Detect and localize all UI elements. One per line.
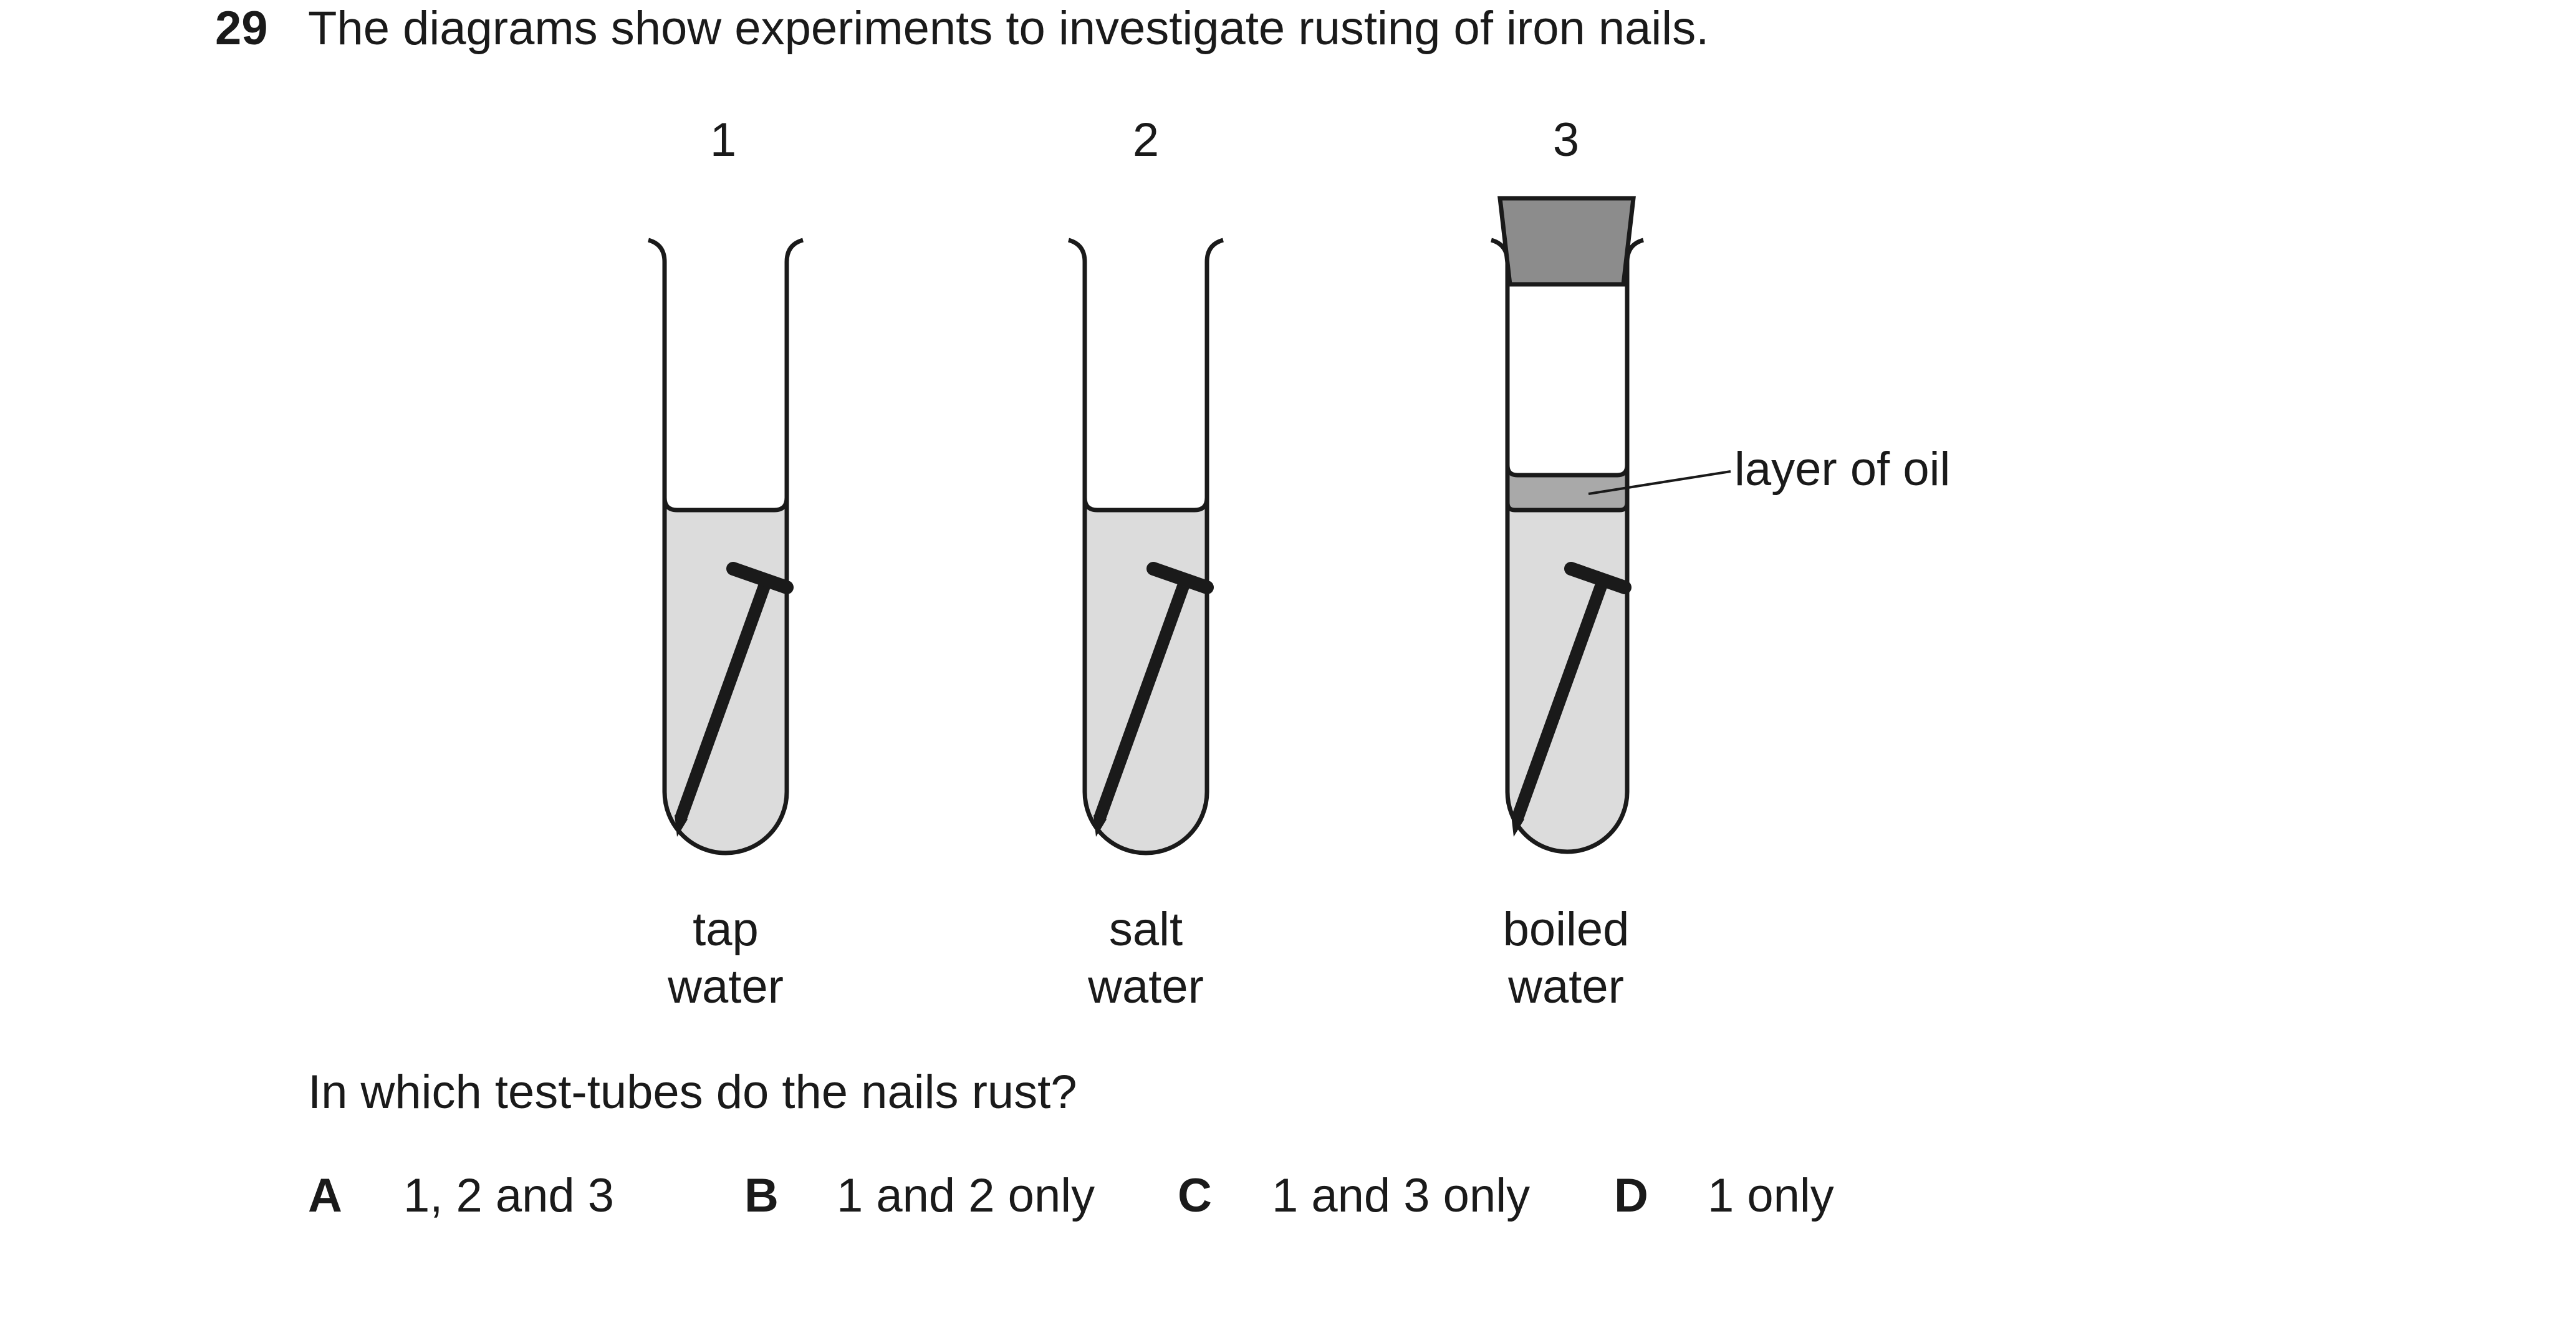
iron-nail-2	[1093, 562, 1214, 837]
test-tube-3: 3 layer of oil boiled water	[1490, 113, 1950, 1013]
rusting-experiment-diagram: 1 tap water 2 salt water 3	[647, 113, 1950, 1013]
iron-nail-1	[675, 562, 794, 837]
tube-number-3: 3	[1553, 113, 1579, 166]
tube-2-label-line2: water	[1087, 960, 1204, 1013]
tube-1-label-line2: water	[667, 960, 784, 1013]
question-number: 29	[215, 2, 268, 55]
option-d-letter: D	[1614, 1169, 1648, 1222]
oil-layer-label: layer of oil	[1734, 443, 1950, 496]
question-stem: The diagrams show experiments to investi…	[308, 2, 1709, 55]
test-tube-2: 2 salt water	[1067, 113, 1224, 1013]
tube-2-label-line1: salt	[1109, 903, 1183, 956]
tube-1-label-line1: tap	[693, 903, 759, 956]
option-b-letter: B	[744, 1169, 779, 1222]
tube-3-label-line2: water	[1507, 960, 1624, 1013]
option-b-text: 1 and 2 only	[837, 1169, 1095, 1222]
answer-options: A 1, 2 and 3 B 1 and 2 only C 1 and 3 on…	[308, 1172, 2178, 1228]
tube-1-glass	[647, 238, 804, 856]
oil-label-leader-line	[1588, 470, 1731, 495]
tube-2-meniscus	[1082, 497, 1209, 513]
option-c-letter: C	[1178, 1169, 1212, 1222]
option-a-letter: A	[308, 1169, 342, 1222]
tube-3-label-line1: boiled	[1503, 903, 1630, 956]
tube-number-2: 2	[1133, 113, 1159, 166]
oil-layer	[1507, 473, 1627, 510]
tube-1-meniscus	[662, 497, 789, 513]
option-a-text: 1, 2 and 3	[403, 1169, 615, 1222]
rubber-stopper	[1497, 196, 1636, 287]
oil-top-meniscus	[1505, 465, 1630, 478]
option-d-text: 1 only	[1708, 1169, 1834, 1222]
iron-nail-3	[1511, 562, 1632, 837]
tube-2-glass	[1067, 238, 1224, 856]
option-c-text: 1 and 3 only	[1272, 1169, 1531, 1222]
tube-number-1: 1	[710, 113, 736, 166]
test-tube-1: 1 tap water	[647, 113, 804, 1013]
question-prompt: In which test-tubes do the nails rust?	[308, 1066, 1077, 1119]
tube-3-glass	[1490, 238, 1645, 854]
